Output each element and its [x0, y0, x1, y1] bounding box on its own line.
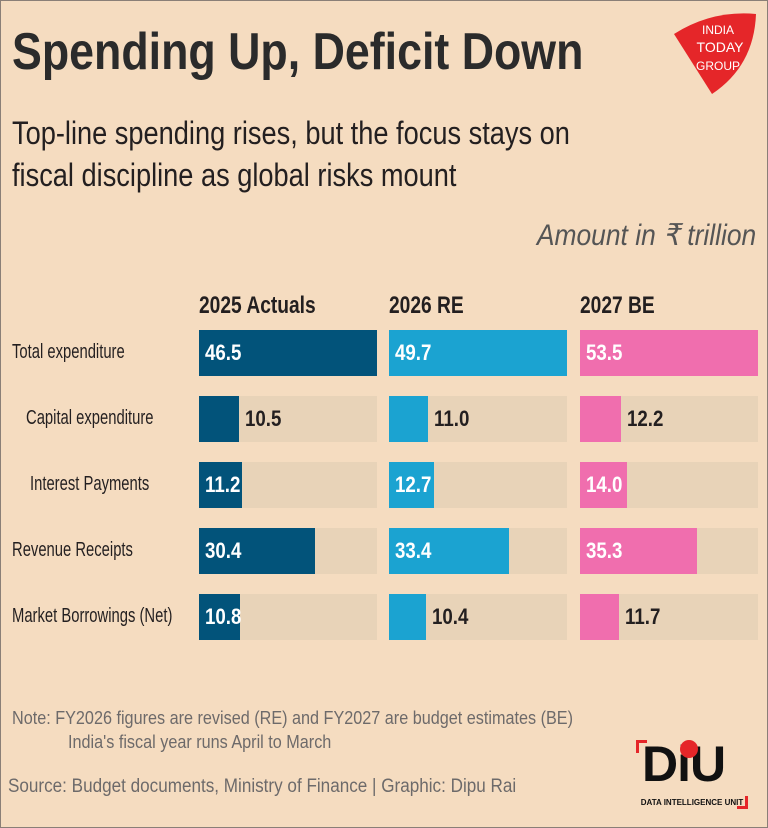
page-title: Spending Up, Deficit Down: [12, 22, 676, 82]
svg-text:INDIA: INDIA: [702, 23, 734, 37]
data-label-text: 10.8: [205, 604, 242, 629]
unit-text: Amount in ₹ trillion: [536, 219, 756, 252]
bar: [580, 396, 621, 442]
data-label: 10.4: [432, 604, 475, 630]
bar: [199, 396, 240, 442]
data-label: 11.2: [205, 472, 247, 498]
data-label: 33.4: [395, 538, 438, 564]
svg-text:TODAY: TODAY: [697, 39, 745, 55]
bar: [199, 594, 241, 640]
source-text: Source: Budget documents, Ministry of Fi…: [8, 776, 517, 797]
category-text: Revenue Receipts: [12, 539, 133, 561]
data-label-text: 10.4: [432, 604, 469, 629]
note: Note: FY2026 figures are revised (RE) an…: [12, 706, 635, 754]
category-text: Total expenditure: [12, 341, 125, 363]
india-today-group-logo: INDIA TODAY GROUP: [672, 10, 758, 101]
bar-track: 11.0: [389, 396, 567, 442]
diu-logo-subtitle: DATA INTELLIGENCE UNIT: [640, 798, 744, 807]
data-label-text: 11.0: [434, 406, 470, 431]
bar-track: 14.0: [580, 462, 758, 508]
series-header: 2027 BE: [580, 292, 673, 320]
bracket-top-left: [636, 740, 647, 753]
bar-track: 10.8: [199, 594, 377, 640]
category-text: Market Borrowings (Net): [12, 605, 173, 627]
note-line-2: India's fiscal year runs April to March: [68, 732, 332, 752]
svg-text:GROUP: GROUP: [696, 59, 740, 73]
series-name: 2027 BE: [580, 292, 655, 319]
data-label: 46.5: [205, 340, 248, 366]
data-label-text: 11.2: [205, 472, 241, 497]
series-header: 2026 RE: [389, 292, 482, 320]
bar: [389, 330, 567, 376]
data-label-text: 12.7: [395, 472, 432, 497]
data-label: 12.2: [627, 406, 670, 432]
data-label: 30.4: [205, 538, 248, 564]
bar: [580, 528, 698, 574]
category-text: Interest Payments: [30, 473, 150, 495]
bar: [389, 396, 429, 442]
data-label-text: 49.7: [395, 340, 432, 365]
series-name: 2026 RE: [389, 292, 464, 319]
bar: [199, 528, 316, 574]
diu-logo: DiU DATA INTELLIGENCE UNIT: [636, 738, 748, 814]
data-label-text: 30.4: [205, 538, 242, 563]
bar-track: 30.4: [199, 528, 377, 574]
bar-track: 12.2: [580, 396, 758, 442]
bar: [389, 594, 427, 640]
bar-track: 11.2: [199, 462, 377, 508]
data-label-text: 33.4: [395, 538, 432, 563]
bar-track: 33.4: [389, 528, 567, 574]
subtitle-line-1: Top-line spending rises, but the focus s…: [12, 115, 570, 151]
bar-track: 10.4: [389, 594, 567, 640]
bar-track: 49.7: [389, 330, 567, 376]
data-label-text: 12.2: [626, 406, 663, 431]
bar: [580, 330, 758, 376]
data-label-text: 10.5: [245, 406, 282, 431]
data-label: 35.3: [586, 538, 629, 564]
category-label: Capital expenditure: [26, 407, 198, 430]
series-name: 2025 Actuals: [199, 292, 316, 319]
unit-label: Amount in ₹ trillion: [507, 218, 756, 253]
data-label: 49.7: [395, 340, 438, 366]
bar: [580, 594, 619, 640]
data-label: 12.7: [395, 472, 438, 498]
bar: [199, 330, 377, 376]
bar: [389, 462, 435, 508]
data-label: 53.5: [586, 340, 629, 366]
category-text: Capital expenditure: [26, 407, 154, 429]
note-line-1: Note: FY2026 figures are revised (RE) an…: [12, 708, 573, 728]
series-header: 2025 Actuals: [199, 292, 345, 320]
bar: [199, 462, 242, 508]
category-label: Revenue Receipts: [12, 539, 175, 562]
data-label-text: 14.0: [586, 472, 623, 497]
data-label-text: 46.5: [205, 340, 242, 365]
category-label: Interest Payments: [30, 473, 191, 496]
data-label-text: 35.3: [586, 538, 623, 563]
data-label-text: 11.7: [624, 604, 661, 629]
bar-track: 53.5: [580, 330, 758, 376]
title-text: Spending Up, Deficit Down: [12, 23, 584, 81]
bar-track: 35.3: [580, 528, 758, 574]
bar-track: 10.5: [199, 396, 377, 442]
data-label: 10.5: [245, 406, 288, 432]
bar-track: 11.7: [580, 594, 758, 640]
bar-track: 46.5: [199, 330, 377, 376]
bar: [580, 462, 627, 508]
data-label: 11.0: [434, 406, 476, 432]
bar-track: 12.7: [389, 462, 567, 508]
bar: [389, 528, 509, 574]
fingerprint-dot-icon: [680, 740, 698, 758]
data-label: 10.8: [205, 604, 248, 630]
data-label-text: 53.5: [586, 340, 623, 365]
data-label: 14.0: [586, 472, 629, 498]
subtitle-line-2: fiscal discipline as global risks mount: [12, 157, 457, 193]
category-label: Market Borrowings (Net): [12, 605, 229, 628]
subtitle: Top-line spending rises, but the focus s…: [12, 112, 668, 196]
source-credit: Source: Budget documents, Ministry of Fi…: [8, 776, 573, 798]
category-label: Total expenditure: [12, 341, 164, 364]
data-label: 11.7: [625, 604, 667, 630]
bracket-bottom-right: [737, 796, 748, 809]
